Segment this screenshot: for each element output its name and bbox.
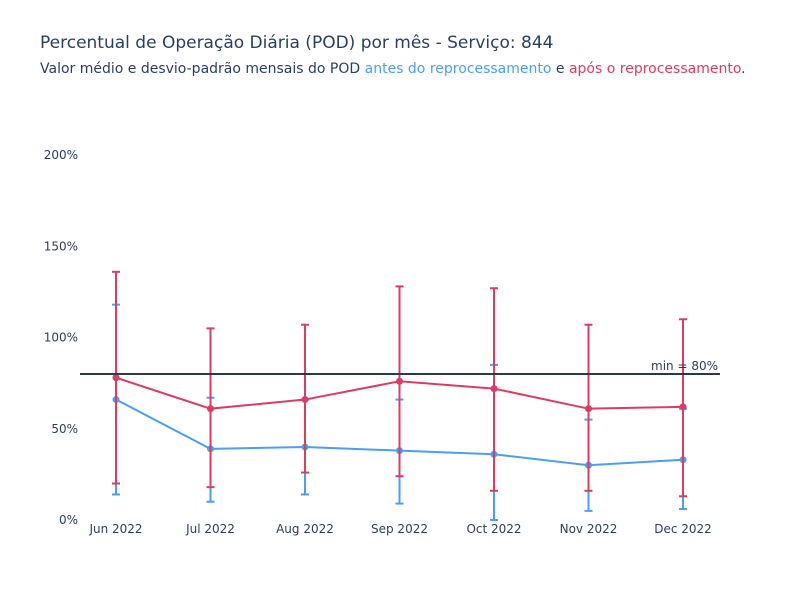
data-point-after [207, 405, 214, 413]
x-tick-label: Jul 2022 [185, 522, 235, 536]
subtitle-after-label: após o reprocessamento [568, 61, 742, 77]
y-tick-label: 100% [44, 331, 78, 345]
threshold-label: min = 80% [651, 359, 718, 373]
chart-title: Percentual de Operação Diária (POD) por … [40, 33, 554, 53]
x-tick-label: Aug 2022 [276, 522, 334, 536]
x-tick-label: Sep 2022 [371, 522, 428, 536]
y-tick-label: 200% [44, 148, 78, 162]
y-tick-label: 0% [59, 513, 78, 527]
y-tick-label: 150% [44, 239, 78, 253]
x-tick-label: Oct 2022 [466, 522, 521, 536]
x-tick-label: Dec 2022 [654, 522, 712, 536]
subtitle-middle: e [551, 61, 569, 77]
data-point-after [490, 385, 498, 393]
x-tick-label: Nov 2022 [560, 522, 618, 536]
data-point-after [585, 405, 592, 413]
x-tick-label: Jun 2022 [88, 522, 142, 536]
subtitle-before-label: antes do reprocessamento [364, 61, 552, 77]
y-tick-label: 50% [51, 422, 78, 436]
subtitle-prefix: Valor médio e desvio-padrão mensais do P… [40, 61, 365, 77]
data-point-after [112, 374, 120, 382]
subtitle-suffix: . [741, 61, 746, 77]
chart-subtitle: Valor médio e desvio-padrão mensais do P… [40, 61, 746, 77]
data-point-after [396, 377, 403, 385]
data-point-after [679, 403, 687, 411]
data-point-after [301, 396, 309, 404]
